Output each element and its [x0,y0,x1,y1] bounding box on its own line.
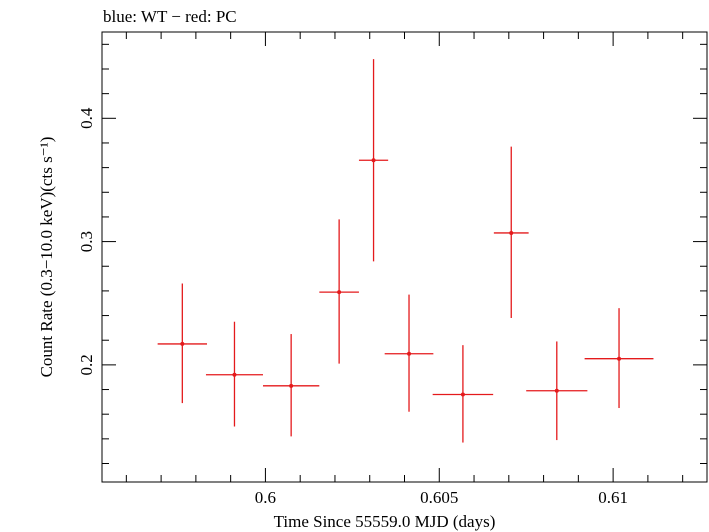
y-tick-label: 0.4 [77,107,96,129]
point-marker [407,351,412,356]
point-marker [180,341,185,346]
point-marker [232,372,237,377]
plot-frame [101,31,708,483]
data-point [526,341,588,441]
y-tick-label: 0.3 [77,231,96,252]
data-point [262,334,320,437]
point-marker [371,158,376,163]
data-point [493,146,529,319]
data-point [432,345,494,443]
y-tick-label: 0.2 [77,354,96,375]
data-point [157,283,208,404]
tick-labels: 0.6 0.605 0.61 0.2 0.3 0.4 [77,107,628,507]
x-axis-label: Time Since 55559.0 MJD (days) [274,512,496,531]
x-tick-label: 0.6 [255,488,276,507]
data-point [358,59,389,262]
axis-ticks [102,32,707,482]
data-point [584,308,654,409]
point-marker [460,392,465,397]
point-marker [617,356,622,361]
chart-title: blue: WT − red: PC [103,7,237,26]
x-tick-label: 0.605 [420,488,458,507]
point-marker [554,388,559,393]
data-points [157,59,654,443]
data-point [319,219,359,364]
point-marker [337,290,342,295]
x-tick-label: 0.61 [598,488,628,507]
data-point [384,294,434,412]
y-axis-label: Count Rate (0.3−10.0 keV)(cts s⁻¹) [37,137,56,378]
point-marker [509,230,514,235]
point-marker [289,383,294,388]
data-point [205,321,263,427]
